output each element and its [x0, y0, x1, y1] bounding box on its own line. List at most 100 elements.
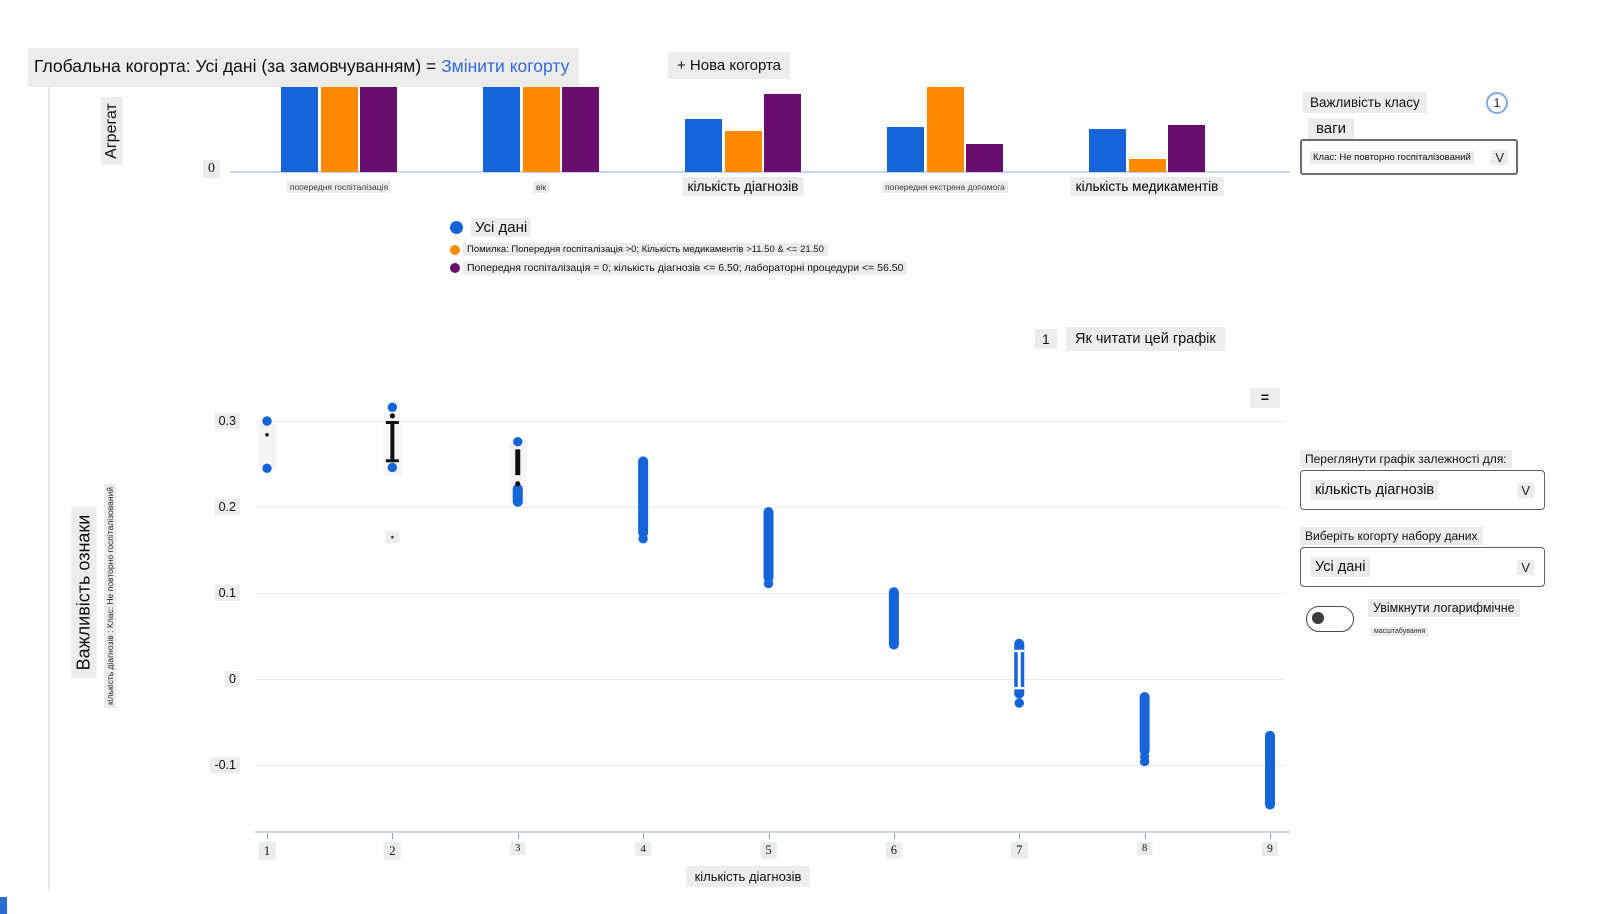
info-badge-icon[interactable]: 1: [1486, 92, 1508, 114]
x-tick-mark: [517, 833, 519, 839]
x-tick-mark: [267, 833, 268, 839]
scatter-point[interactable]: [763, 578, 774, 589]
aggregate-bar[interactable]: [1168, 125, 1205, 172]
aggregate-x-axis-line: [230, 171, 1290, 173]
x-tick-mark: [1270, 833, 1271, 839]
chevron-down-icon: V: [1517, 559, 1534, 575]
y-tick-label: 0.2: [214, 499, 240, 515]
scatter-point[interactable]: [513, 436, 523, 447]
legend-dot-icon: [450, 263, 460, 273]
y-tick-label: 0.1: [214, 585, 240, 601]
log-scale-toggle-sublabel: масштабування: [1371, 627, 1429, 636]
global-cohort-text: Глобальна когорта: Усі дані (за замовчув…: [34, 56, 442, 76]
scatter-point[interactable]: [262, 463, 272, 473]
scatter-point[interactable]: [638, 534, 648, 544]
x-tick-label: 9: [1262, 842, 1278, 856]
dependence-feature-dropdown[interactable]: кількість діагнозів V: [1300, 470, 1545, 510]
how-to-read-link[interactable]: Як читати цей графік: [1066, 327, 1225, 351]
gridline: [255, 679, 1285, 680]
legend-dot-icon: [450, 221, 463, 234]
y-tick-label: -0.1: [210, 757, 240, 773]
plot-menu-icon[interactable]: =: [1250, 388, 1280, 408]
legend-label: Помилка: Попередня госпіталізація >0; Кі…: [463, 243, 828, 256]
text-cursor-icon: [1014, 686, 1025, 690]
gridline: [255, 421, 1285, 422]
aggregate-category-label: кількість діагнозів: [682, 177, 804, 196]
how-to-read-badge[interactable]: 1: [1035, 329, 1057, 349]
aggregate-bar[interactable]: [483, 87, 520, 172]
aggregate-bar[interactable]: [926, 87, 964, 172]
legend-item[interactable]: Помилка: Попередня госпіталізація >0; Кі…: [450, 243, 828, 256]
black-dot-marker: [515, 481, 521, 487]
dependence-x-axis-line: [255, 831, 1290, 833]
x-tick-mark: [1019, 833, 1021, 839]
toggle-knob-icon: [1312, 612, 1324, 624]
x-tick-label: 2: [384, 842, 401, 860]
text-cursor-icon: [1014, 649, 1025, 653]
chevron-down-icon: V: [1517, 482, 1534, 498]
scatter-point[interactable]: [1014, 698, 1024, 708]
aggregate-category-label: кількість медикаментів: [1070, 177, 1224, 196]
x-tick-label: 4: [635, 842, 651, 856]
weights-label: ваги: [1308, 118, 1354, 139]
aggregate-bar[interactable]: [685, 119, 722, 172]
change-cohort-link[interactable]: Змінити когорту: [441, 56, 570, 76]
class-weights-dropdown[interactable]: Клас: Не повторно госпіталізований V: [1300, 139, 1518, 175]
feature-class-y-sublabel-wrap: кількість діагнозів : Клас: Не повторно …: [104, 430, 166, 770]
aggregate-bar[interactable]: [360, 87, 397, 172]
aggregate-bar[interactable]: [1089, 129, 1126, 172]
aggregate-zero-tick: 0: [203, 160, 220, 178]
highlight-chip: [258, 423, 276, 469]
scatter-point[interactable]: [387, 402, 398, 412]
scatter-point[interactable]: [387, 462, 398, 473]
legend-item[interactable]: Усі дані: [450, 218, 532, 237]
aggregate-bar[interactable]: [724, 131, 762, 172]
x-tick-mark: [392, 833, 394, 839]
log-scale-toggle[interactable]: [1306, 606, 1354, 632]
y-tick-label: 0.3: [214, 413, 240, 429]
text-cursor-icon: [385, 459, 399, 463]
dependence-x-axis-label: кількість діагнозів: [686, 866, 810, 887]
cohort-dropdown-value: Усі дані: [1311, 557, 1370, 577]
aggregate-bar[interactable]: [966, 144, 1003, 172]
aggregate-bar[interactable]: [320, 87, 358, 172]
x-tick-mark: [893, 833, 895, 839]
feature-importance-y-label: Важливість ознаки: [71, 506, 97, 679]
scatter-point[interactable]: [1139, 756, 1150, 767]
class-importance-title: Важливість класу: [1303, 92, 1427, 113]
x-tick-label: 5: [760, 842, 777, 859]
aggregate-y-axis-label: Агрегат: [100, 97, 123, 165]
black-dot-marker: [389, 413, 395, 419]
dependence-feature-dropdown-value: кількість діагнозів: [1311, 480, 1439, 500]
global-cohort-title: Глобальна когорта: Усі дані (за замовчув…: [28, 48, 580, 87]
aggregate-bar[interactable]: [1128, 159, 1166, 172]
aggregate-bar[interactable]: [887, 127, 924, 172]
new-cohort-button[interactable]: + Нова когорта: [668, 52, 791, 79]
dependence-scatter[interactable]: [230, 388, 1290, 834]
chevron-down-icon: V: [1491, 149, 1508, 165]
aggregate-bar[interactable]: [522, 87, 560, 172]
legend-dot-icon: [450, 244, 460, 255]
x-tick-label: 8: [1137, 842, 1153, 855]
x-tick-mark: [643, 833, 645, 839]
gridline: [255, 765, 1285, 766]
aggregate-bar[interactable]: [281, 87, 318, 172]
aggregate-bar[interactable]: [764, 94, 801, 172]
aggregate-category-label: попередня госпіталізація: [286, 181, 392, 193]
aggregate-y-axis-label-wrap: Агрегат: [100, 90, 134, 172]
scatter-point[interactable]: [262, 416, 272, 426]
y-tick-label: 0: [225, 671, 240, 687]
cohort-dropdown[interactable]: Усі дані V: [1300, 547, 1545, 587]
dependence-feature-label: Переглянути графік залежності для:: [1300, 450, 1512, 468]
black-dot-marker: [265, 432, 269, 437]
log-scale-toggle-label: Увімкнути логарифмічне: [1368, 599, 1520, 617]
x-tick-label: 1: [258, 842, 276, 860]
feature-importance-y-label-wrap: Важливість ознаки: [71, 420, 154, 780]
feature-class-y-sublabel: кількість діагнозів : Клас: Не повторно …: [104, 483, 117, 709]
aggregate-bar[interactable]: [562, 87, 599, 172]
vertical-divider: [48, 84, 50, 892]
scroll-indicator: [0, 897, 7, 914]
legend-item[interactable]: Попередня госпіталізація = 0; кількість …: [450, 261, 908, 275]
tiny-dot: [391, 535, 394, 539]
